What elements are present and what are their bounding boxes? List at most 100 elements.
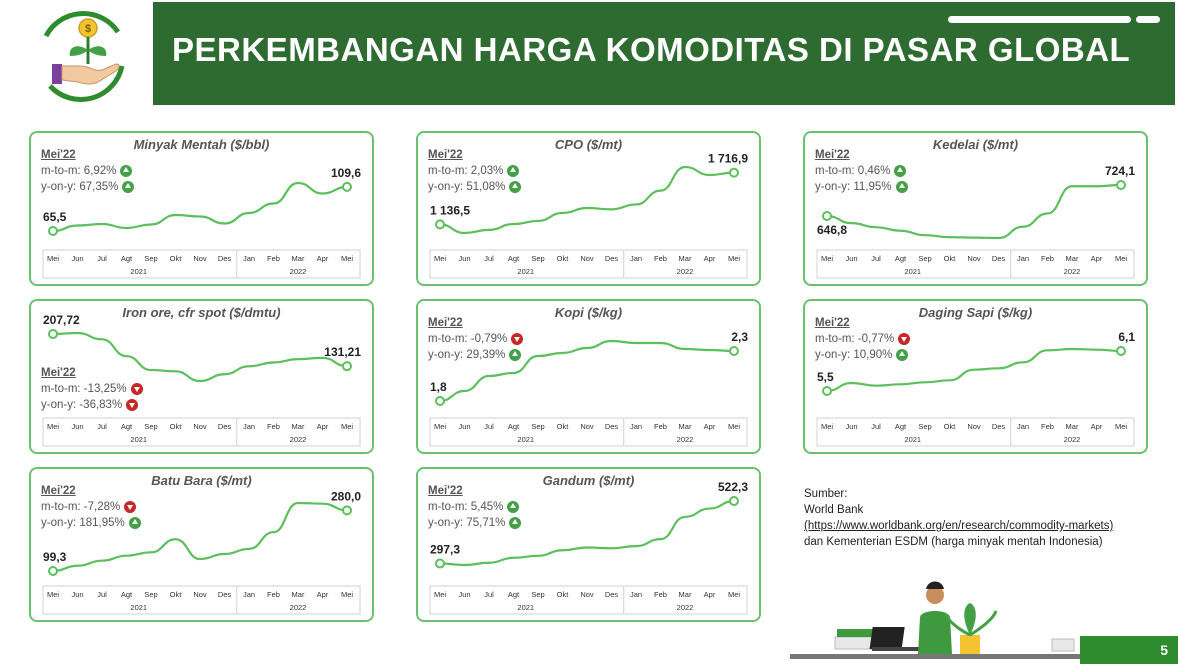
arrow-up-icon: [509, 181, 522, 193]
x-tick-label: Feb: [267, 590, 280, 599]
mtm-change-text: m-to-m: -0,77%: [815, 333, 895, 345]
endpoint-marker: [435, 396, 445, 406]
chart-title: Batu Bara ($/mt): [151, 473, 252, 488]
x-tick-label: Agt: [895, 254, 907, 263]
yoy-change-text: y-on-y: 10,90%: [815, 349, 893, 361]
chart-panel: Kedelai ($/mt) 646,8 724,1 Mei Jun Jul Agt Sep O…: [803, 131, 1148, 286]
svg-text:$: $: [85, 23, 91, 35]
source-url-link[interactable]: (https://www.worldbank.org/en/research/c…: [804, 520, 1114, 532]
year-label: 2021: [904, 267, 921, 276]
year-label: 2021: [130, 603, 147, 612]
endpoint-marker: [729, 496, 739, 506]
x-tick-label: Des: [992, 254, 1006, 263]
x-tick-label: Nov: [580, 422, 594, 431]
money-plant-hand-icon: $: [43, 11, 125, 102]
source-world-bank: World Bank: [804, 504, 864, 516]
x-tick-label: Agt: [508, 254, 520, 263]
chart-panel: Batu Bara ($/mt) 99,3 280,0 Mei Jun Jul Agt Sep…: [29, 467, 374, 622]
x-tick-label: Des: [605, 590, 619, 599]
x-tick-label: Jun: [458, 422, 470, 431]
line-chart-svg: 207,72 131,21 Mei Jun Jul Agt Sep Okt Nov Des Jan F…: [42, 313, 361, 447]
x-axis-frame: [429, 417, 748, 447]
endpoint-marker: [48, 566, 58, 576]
x-tick-label: Feb: [654, 254, 667, 263]
arrow-up-icon: [894, 165, 907, 177]
yoy-change-row: y-on-y: 67,35%: [41, 179, 135, 195]
x-tick-label: Mei: [47, 590, 59, 599]
yoy-change-row: y-on-y: 51,08%: [428, 179, 522, 195]
x-tick-label: Okt: [170, 422, 183, 431]
year-label: 2021: [130, 435, 147, 444]
x-tick-label: Agt: [508, 422, 520, 431]
yoy-change-row: y-on-y: 29,39%: [428, 347, 523, 363]
x-tick-label: Jun: [71, 254, 83, 263]
chart-title: Kedelai ($/mt): [932, 137, 1019, 152]
x-tick-label: Nov: [967, 254, 981, 263]
x-tick-label: Feb: [267, 254, 280, 263]
x-axis-frame: [42, 417, 361, 447]
mtm-change-row: m-to-m: -0,77%: [815, 331, 911, 347]
x-tick-label: Apr: [317, 422, 329, 431]
yoy-change-text: y-on-y: 67,35%: [41, 181, 119, 193]
endpoint-marker: [1116, 180, 1126, 190]
x-tick-label: Mar: [679, 422, 692, 431]
x-tick-label: Apr: [1091, 422, 1103, 431]
endpoint-marker: [48, 328, 58, 339]
header-decoration-dash: [1136, 16, 1160, 23]
x-tick-label: Jul: [97, 422, 107, 431]
mtm-change-row: m-to-m: -7,28%: [41, 499, 141, 515]
line-chart-svg: 297,3 522,3 Mei Jun Jul Agt Sep Okt Nov Des Jan Feb…: [429, 480, 748, 615]
yoy-change-text: y-on-y: 51,08%: [428, 181, 506, 193]
change-stats: Mei'22 m-to-m: -13,25% y-on-y: -36,83%: [41, 365, 143, 413]
x-tick-label: Mar: [292, 422, 305, 431]
year-label: 2022: [290, 603, 307, 612]
endpoint-marker: [342, 361, 352, 372]
x-tick-label: Mei: [821, 254, 833, 263]
period-label: Mei'22: [815, 317, 850, 329]
x-tick-label: Mar: [292, 254, 305, 263]
endpoint-marker: [48, 226, 58, 236]
period-label: Mei'22: [815, 149, 850, 161]
line-chart-svg: 1 136,5 1 716,9 Mei Jun Jul Agt Sep Okt Nov Des Ja…: [429, 152, 748, 279]
yoy-change-text: y-on-y: 11,95%: [815, 181, 892, 193]
x-tick-label: Agt: [508, 590, 520, 599]
end-value-label: 522,3: [718, 480, 748, 494]
start-value-label: 297,3: [430, 543, 460, 557]
x-tick-label: Apr: [704, 422, 716, 431]
x-tick-label: Apr: [317, 590, 329, 599]
x-tick-label: Okt: [557, 590, 570, 599]
chart-title: Daging Sapi ($/kg): [918, 305, 1033, 320]
x-tick-label: Mar: [679, 254, 692, 263]
mtm-change-text: m-to-m: -7,28%: [41, 501, 121, 513]
year-label: 2021: [517, 267, 534, 276]
endpoint-marker: [342, 505, 352, 516]
year-label: 2022: [290, 435, 307, 444]
mtm-change-text: m-to-m: -13,25%: [41, 383, 127, 395]
end-value-label: 6,1: [1118, 330, 1135, 344]
x-tick-label: Mei: [728, 590, 740, 599]
x-tick-label: Sep: [144, 254, 157, 263]
x-tick-label: Jul: [97, 254, 107, 263]
x-tick-label: Des: [605, 422, 619, 431]
change-stats: Mei'22 m-to-m: -0,79% y-on-y: 29,39%: [428, 315, 524, 363]
line-chart-svg: 5,5 6,1 Mei Jun Jul Agt Sep Okt Nov Des Jan Feb Mar A…: [816, 330, 1135, 447]
start-value-label: 65,5: [43, 210, 67, 224]
source-esdm: dan Kementerian ESDM (harga minyak menta…: [804, 536, 1103, 548]
year-label: 2021: [904, 435, 921, 444]
arrow-up-icon: [507, 165, 520, 177]
arrow-down-icon: [898, 333, 911, 345]
x-axis-frame: [429, 585, 748, 615]
page-number-bar: 5: [1080, 636, 1178, 664]
arrow-up-icon: [120, 165, 133, 177]
x-tick-label: Agt: [121, 254, 133, 263]
chart-panel: Gandum ($/mt) 297,3 522,3 Mei Jun Jul Agt Sep Ok…: [416, 467, 761, 622]
x-tick-label: Jul: [484, 590, 494, 599]
start-value-label: 1 136,5: [430, 203, 470, 217]
x-tick-label: Mei: [47, 422, 59, 431]
x-tick-label: Mei: [728, 422, 740, 431]
x-tick-label: Jan: [630, 422, 642, 431]
page-number: 5: [1160, 642, 1168, 658]
x-tick-label: Okt: [170, 254, 183, 263]
end-value-label: 280,0: [331, 489, 361, 503]
x-tick-label: Mei: [341, 422, 353, 431]
